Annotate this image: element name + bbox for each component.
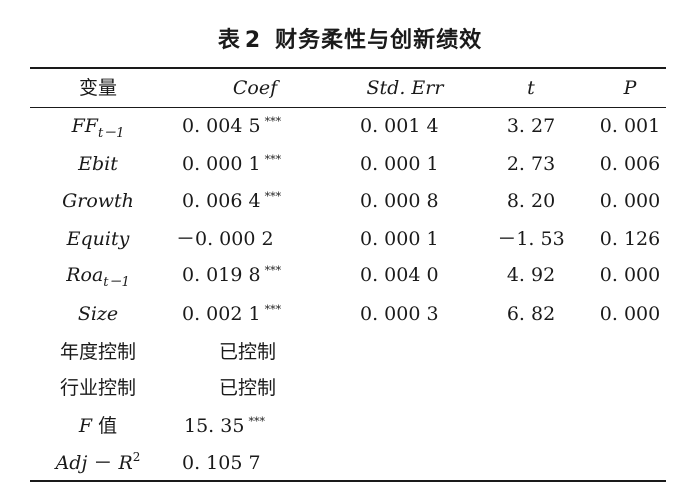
row-coef: 0. 006 4 *** — [182, 190, 282, 212]
row-coef: 0. 019 8 *** — [182, 264, 282, 286]
row-coef: 0. 004 5 *** — [182, 115, 282, 137]
row-t: －1. 53 — [497, 228, 565, 250]
top-rule — [30, 67, 666, 69]
row-var-roa: Roat－1 — [66, 264, 130, 290]
row-se: 0. 000 8 — [360, 190, 439, 212]
row-industry-control-value: 已控制 — [219, 377, 277, 399]
row-industry-control-label: 行业控制 — [59, 377, 136, 399]
row-se: 0. 000 3 — [360, 303, 439, 325]
header-rule — [30, 107, 666, 108]
row-adj-r2-value: 0. 105 7 — [182, 452, 261, 474]
row-p: 0. 000 — [599, 190, 661, 212]
table-number: 2 — [244, 28, 262, 53]
row-year-control-value: 已控制 — [219, 341, 277, 363]
row-adj-r2-label: Adj － R2 — [55, 450, 141, 474]
row-coef: －0. 000 2 — [176, 228, 274, 250]
row-se: 0. 000 1 — [360, 228, 439, 250]
row-coef: 0. 000 1 *** — [182, 153, 282, 175]
bottom-rule — [30, 480, 666, 482]
row-year-control-label: 年度控制 — [59, 341, 136, 363]
row-t: 3. 27 — [506, 115, 556, 137]
row-p: 0. 006 — [599, 153, 661, 175]
row-se: 0. 000 1 — [360, 153, 439, 175]
table-label: 表 — [217, 28, 241, 53]
header-coef: Coef — [232, 77, 278, 99]
row-se: 0. 004 0 — [360, 264, 439, 286]
header-variable: 变量 — [78, 77, 117, 99]
table-title-text: 财务柔性与创新绩效 — [275, 28, 483, 53]
row-coef: 0. 002 1 *** — [182, 303, 282, 325]
row-var-growth: Growth — [62, 190, 134, 212]
row-t: 8. 20 — [506, 190, 556, 212]
table-title: 表 2 财务柔性与创新绩效 — [0, 22, 700, 54]
row-var-ebit: Ebit — [78, 153, 118, 175]
row-t: 6. 82 — [506, 303, 556, 325]
row-p: 0. 126 — [599, 228, 661, 250]
row-var-size: Size — [77, 303, 119, 325]
row-se: 0. 001 4 — [360, 115, 439, 137]
row-var-equity: Equity — [66, 228, 130, 250]
row-p: 0. 000 — [599, 303, 661, 325]
row-t: 4. 92 — [506, 264, 556, 286]
header-std-err: Std. Err — [366, 77, 444, 99]
row-f-value: 15. 35 *** — [184, 415, 265, 437]
header-t: t — [527, 77, 535, 99]
row-t: 2. 73 — [506, 153, 556, 175]
row-var-ff: FFt－1 — [71, 115, 125, 141]
row-p: 0. 001 — [599, 115, 661, 137]
row-f-label: F 值 — [78, 415, 118, 437]
header-p: P — [623, 77, 637, 99]
row-p: 0. 000 — [599, 264, 661, 286]
